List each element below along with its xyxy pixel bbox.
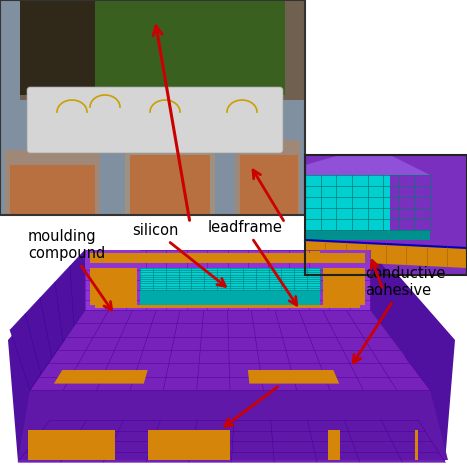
Polygon shape xyxy=(140,290,320,305)
Polygon shape xyxy=(124,95,231,150)
Polygon shape xyxy=(390,155,467,230)
Polygon shape xyxy=(85,250,140,268)
Polygon shape xyxy=(18,420,445,462)
Polygon shape xyxy=(10,165,95,215)
Polygon shape xyxy=(28,430,115,460)
Polygon shape xyxy=(385,260,455,462)
Polygon shape xyxy=(305,155,467,275)
Polygon shape xyxy=(320,250,370,268)
Polygon shape xyxy=(30,310,430,390)
Bar xyxy=(305,155,467,275)
Text: moulding
compound: moulding compound xyxy=(28,229,112,310)
Polygon shape xyxy=(240,155,298,215)
Polygon shape xyxy=(130,155,210,215)
Polygon shape xyxy=(140,290,320,305)
Bar xyxy=(0,0,305,215)
Polygon shape xyxy=(8,260,80,462)
Polygon shape xyxy=(119,95,161,150)
Polygon shape xyxy=(140,268,320,290)
Polygon shape xyxy=(54,370,148,383)
Polygon shape xyxy=(305,230,430,240)
Polygon shape xyxy=(10,250,85,390)
Text: leadframe: leadframe xyxy=(207,220,297,305)
FancyBboxPatch shape xyxy=(27,87,283,153)
Polygon shape xyxy=(18,390,448,460)
Bar xyxy=(20,0,95,95)
Polygon shape xyxy=(5,150,100,215)
Text: conductive
adhesive: conductive adhesive xyxy=(353,266,446,363)
Polygon shape xyxy=(114,95,191,150)
Polygon shape xyxy=(119,95,261,150)
Polygon shape xyxy=(95,305,360,308)
Polygon shape xyxy=(148,430,230,460)
Polygon shape xyxy=(323,268,365,305)
Polygon shape xyxy=(235,140,300,215)
Bar xyxy=(95,0,285,95)
Polygon shape xyxy=(84,95,126,150)
Polygon shape xyxy=(90,253,365,263)
Polygon shape xyxy=(125,140,215,215)
Polygon shape xyxy=(90,253,365,263)
Text: silicon: silicon xyxy=(132,223,226,286)
Polygon shape xyxy=(415,430,418,460)
Polygon shape xyxy=(90,268,137,305)
Polygon shape xyxy=(140,268,320,290)
Polygon shape xyxy=(323,268,365,305)
Bar xyxy=(0,0,305,215)
Polygon shape xyxy=(85,250,370,310)
Polygon shape xyxy=(305,175,430,230)
Bar xyxy=(0,215,467,467)
Polygon shape xyxy=(305,240,467,268)
Bar xyxy=(20,0,305,100)
Polygon shape xyxy=(248,370,339,383)
Polygon shape xyxy=(140,290,320,305)
Polygon shape xyxy=(90,268,137,305)
Polygon shape xyxy=(140,268,320,290)
Polygon shape xyxy=(95,305,360,308)
Polygon shape xyxy=(370,250,445,390)
Polygon shape xyxy=(305,155,430,175)
Polygon shape xyxy=(52,95,111,150)
Polygon shape xyxy=(328,430,340,460)
